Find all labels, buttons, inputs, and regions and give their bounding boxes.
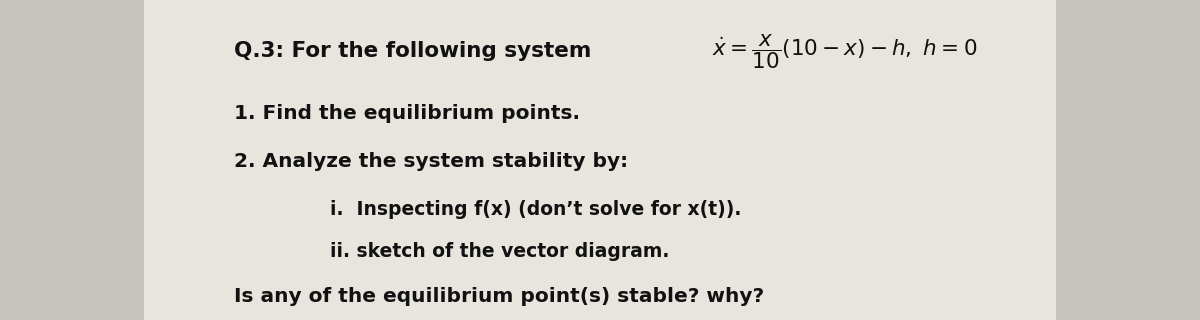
Text: i.  Inspecting f(x) (don’t solve for x(t)).: i. Inspecting f(x) (don’t solve for x(t)… [330, 200, 742, 219]
Text: $\dot{x} = \dfrac{x}{10}(10-x)-h,\ h=0$: $\dot{x} = \dfrac{x}{10}(10-x)-h,\ h=0$ [712, 32, 977, 71]
Text: 2. Analyze the system stability by:: 2. Analyze the system stability by: [234, 152, 628, 171]
Text: 1. Find the equilibrium points.: 1. Find the equilibrium points. [234, 104, 580, 123]
Text: Q.3: For the following system: Q.3: For the following system [234, 41, 599, 61]
FancyBboxPatch shape [144, 0, 1056, 320]
Text: ii. sketch of the vector diagram.: ii. sketch of the vector diagram. [330, 242, 670, 261]
Text: Is any of the equilibrium point(s) stable? why?: Is any of the equilibrium point(s) stabl… [234, 286, 764, 306]
